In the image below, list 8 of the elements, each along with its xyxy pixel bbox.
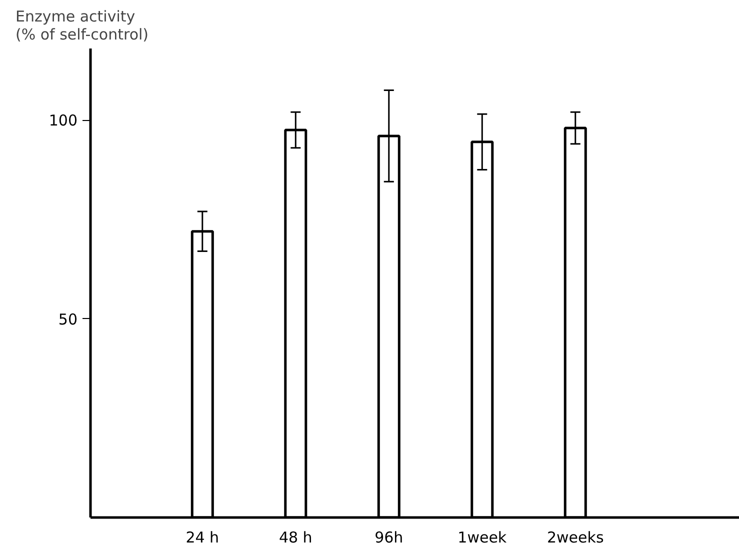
y-axis-title: Enzyme activity (% of self-control): [16, 8, 149, 44]
x-tick-label: 1week: [458, 528, 507, 546]
y-tick-label: 100: [48, 112, 78, 130]
x-tick-label: 24 h: [186, 528, 220, 546]
x-tick-label: 2weeks: [547, 528, 604, 546]
x-tick-label: 48 h: [278, 528, 312, 546]
x-tick-label: 96h: [374, 528, 404, 546]
y-tick-label: 50: [58, 310, 78, 328]
